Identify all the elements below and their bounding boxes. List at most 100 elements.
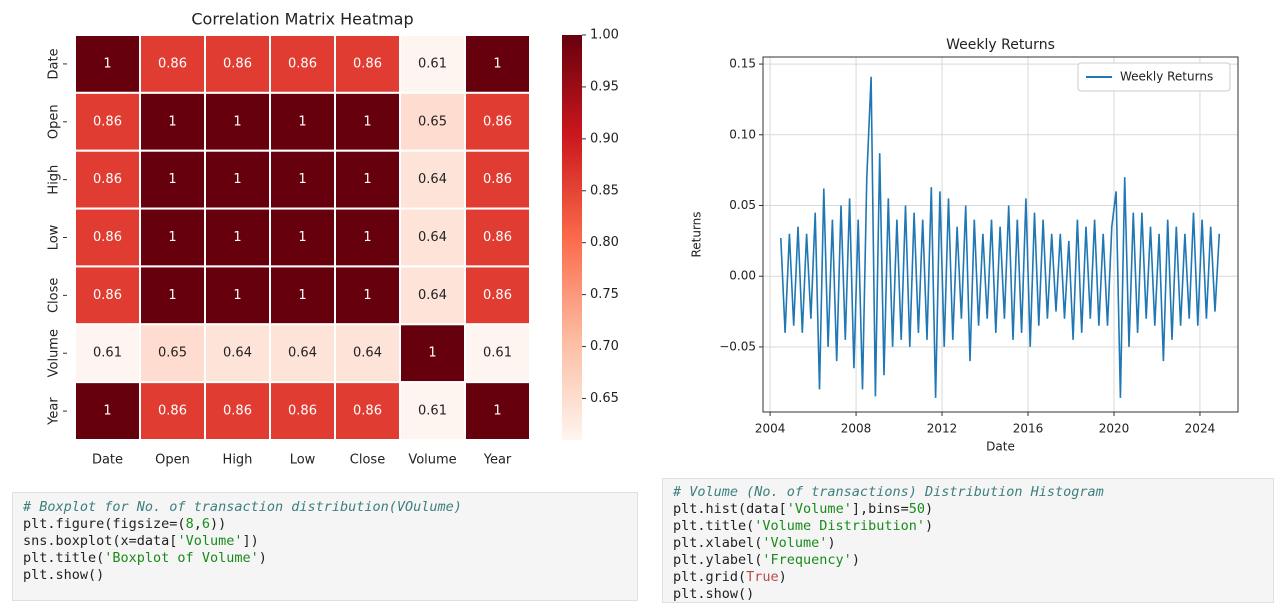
y-tick-label: 0.15 <box>729 57 756 71</box>
cell-label: 1 <box>233 114 241 129</box>
cell-label: 1 <box>298 230 306 245</box>
heatmap-cell <box>464 381 531 441</box>
cell-label: 0.86 <box>483 114 512 129</box>
cell-label: 1 <box>233 230 241 245</box>
colorbar-tick-label: 0.90 <box>590 131 619 146</box>
legend-label: Weekly Returns <box>1120 70 1213 84</box>
heatmap-cell <box>464 91 531 152</box>
chart-title: Correlation Matrix Heatmap <box>191 10 413 29</box>
chart-title: Weekly Returns <box>946 37 1055 53</box>
code-cell: # Boxplot for No. of transaction distrib… <box>12 492 638 601</box>
cell-label: 1 <box>363 288 371 303</box>
heatmap-cell <box>269 149 336 210</box>
x-tick-label: 2004 <box>755 422 786 436</box>
heatmap-cell <box>399 91 466 152</box>
heatmap-cell <box>269 91 336 152</box>
cell-label: 0.86 <box>158 404 187 419</box>
colorbar-tick-label: 0.70 <box>590 339 619 354</box>
colorbar <box>562 35 582 440</box>
colorbar-tick-label: 0.85 <box>590 183 619 198</box>
heatmap-cell <box>74 149 141 210</box>
cell-label: 0.86 <box>223 404 252 419</box>
cell-label: 1 <box>298 172 306 187</box>
heatmap-cell <box>139 323 206 384</box>
cell-label: 0.64 <box>418 230 447 245</box>
heatmap-cell <box>334 91 401 152</box>
cell-label: 1 <box>103 404 111 419</box>
keyword: True <box>746 569 779 585</box>
number: 6 <box>201 516 210 532</box>
string: 'Volume' <box>786 501 852 517</box>
heatmap-cell <box>74 381 141 441</box>
cell-label: 1 <box>233 288 241 303</box>
cell-label: 1 <box>103 56 111 71</box>
cell-label: 1 <box>298 288 306 303</box>
colorbar-tick-label: 0.75 <box>590 287 619 302</box>
x-tick-label: Volume <box>408 453 456 468</box>
heatmap-cell <box>334 381 401 441</box>
cell-label: 1 <box>428 346 436 361</box>
y-tick-label: Low <box>47 224 62 250</box>
heatmap-cell <box>269 265 336 326</box>
number: 50 <box>908 501 925 517</box>
cell-label: 1 <box>493 404 501 419</box>
code-line: plt.ylabel('Frequency') <box>673 552 860 568</box>
x-tick-label: 2020 <box>1099 422 1130 436</box>
cell-label: 0.86 <box>158 56 187 71</box>
heatmap-cell <box>464 149 531 210</box>
cell-label: 0.64 <box>418 172 447 187</box>
code-line: plt.xlabel('Volume') <box>673 535 836 551</box>
cell-label: 0.86 <box>93 172 122 187</box>
string: 'Frequency' <box>762 552 852 568</box>
heatmap-cell <box>464 34 531 94</box>
heatmap-cell <box>204 323 271 384</box>
cell-label: 0.86 <box>223 56 252 71</box>
cell-label: 1 <box>168 114 176 129</box>
code-line: plt.show() <box>23 567 105 583</box>
colorbar-tick-label: 0.80 <box>590 235 619 250</box>
cell-label: 0.64 <box>418 288 447 303</box>
legend <box>1077 62 1231 92</box>
cell-label: 1 <box>168 288 176 303</box>
y-tick-label: 0.00 <box>729 269 756 283</box>
x-tick-label: Low <box>290 453 316 468</box>
heatmap-cell <box>334 34 401 94</box>
cell-label: 1 <box>363 230 371 245</box>
code-cell: # Volume (No. of transactions) Distribut… <box>662 478 1274 603</box>
comment: # Boxplot for No. of transaction distrib… <box>23 499 462 515</box>
cell-label: 0.65 <box>418 114 447 129</box>
line-series <box>780 76 1221 398</box>
y-axis-label: Returns <box>690 211 704 257</box>
colorbar-tick-label: 0.95 <box>590 79 619 94</box>
heatmap-cell <box>399 149 466 210</box>
x-tick-label: High <box>223 453 253 468</box>
heatmap-cell <box>334 323 401 384</box>
heatmap-cell <box>204 91 271 152</box>
heatmap-cell <box>269 381 336 441</box>
cell-label: 0.86 <box>353 404 382 419</box>
x-tick-label: Year <box>483 453 512 468</box>
y-tick-label: Close <box>47 278 62 313</box>
string: 'Volume Distribution' <box>754 518 925 534</box>
cell-label: 0.61 <box>418 404 447 419</box>
y-tick-label: −0.05 <box>719 339 756 353</box>
heatmap-cell <box>334 149 401 210</box>
x-tick-label: Close <box>350 453 385 468</box>
heatmap-cell <box>399 34 466 94</box>
cell-label: 0.86 <box>353 56 382 71</box>
heatmap-cell <box>139 381 206 441</box>
code-line: sns.boxplot(x=data['Volume']) <box>23 533 259 549</box>
cell-label: 0.86 <box>288 404 317 419</box>
cell-label: 0.86 <box>93 288 122 303</box>
cell-label: 0.86 <box>483 230 512 245</box>
code-line: # Boxplot for No. of transaction distrib… <box>23 499 627 516</box>
cell-label: 1 <box>363 172 371 187</box>
y-tick-label: Year <box>47 397 62 426</box>
cell-label: 0.86 <box>93 230 122 245</box>
x-axis-label: Date <box>986 440 1015 454</box>
x-tick-label: 2024 <box>1185 422 1216 436</box>
cell-label: 0.86 <box>288 56 317 71</box>
y-tick-label: 0.10 <box>729 127 756 141</box>
colorbar-tick-label: 0.65 <box>590 391 619 406</box>
